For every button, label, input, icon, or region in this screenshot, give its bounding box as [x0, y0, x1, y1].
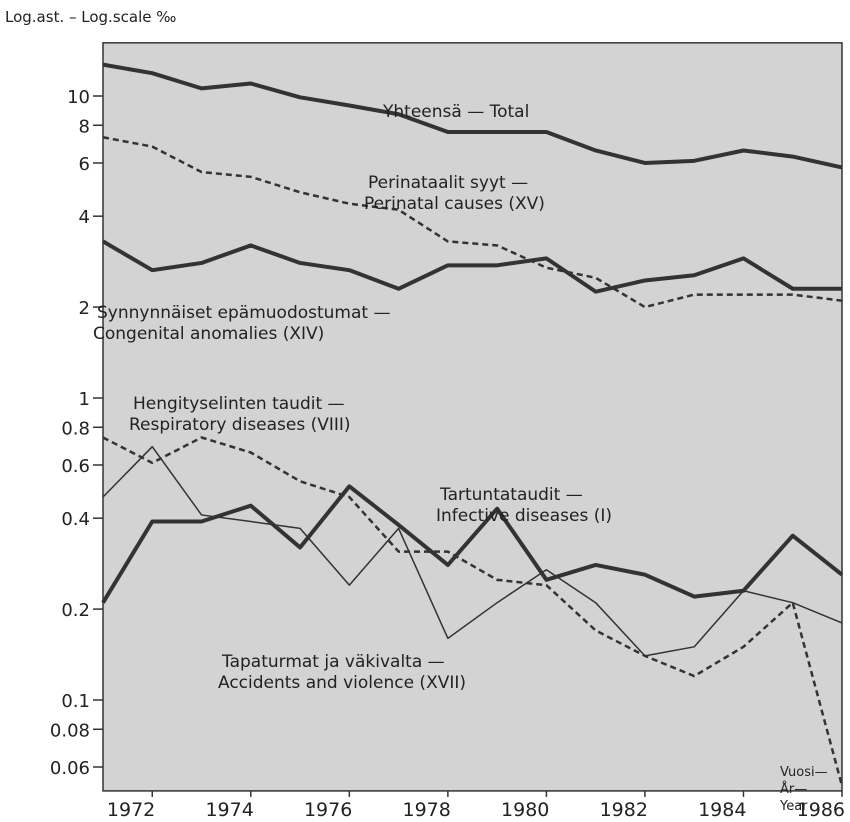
x-tick-label: 1980 [501, 799, 549, 821]
x-tick-label: 1978 [403, 799, 451, 821]
y-tick-label: 8 [79, 116, 90, 137]
y-axis-label: Log.ast. – Log.scale ‰ [5, 8, 176, 26]
series-line [102, 62, 843, 170]
annotation: Respiratory diseases (VIII) [129, 415, 351, 435]
x-tick-label: 1982 [600, 799, 648, 821]
annotation: Perinataalit syyt — [368, 173, 528, 193]
y-tick-label: 6 [79, 154, 90, 175]
series-line [102, 136, 843, 309]
x-axis-label: År— [780, 781, 807, 797]
series-line [101, 484, 844, 604]
annotation: Synnynnäiset epämuodostumat — [97, 303, 390, 323]
y-tick-label: 4 [79, 207, 90, 228]
series-line [102, 436, 844, 787]
annotation: Perinatal causes (XV) [364, 194, 545, 214]
x-tick-label: 1972 [107, 799, 155, 821]
y-tick-label: 0.2 [61, 600, 90, 621]
series-line [102, 445, 843, 657]
annotation: Infective diseases (I) [436, 506, 612, 526]
annotation: Congenital anomalies (XIV) [93, 324, 324, 344]
y-tick-label: 10 [67, 87, 90, 108]
x-tick-label: 1976 [304, 799, 352, 821]
x-axis-label: Vuosi— [780, 765, 828, 780]
x-axis-label: Year [779, 799, 808, 814]
y-tick-label: 0.4 [61, 509, 90, 530]
series-line [101, 239, 842, 294]
x-tick-label: 1974 [205, 799, 253, 821]
y-tick-label: 0.1 [61, 691, 90, 712]
y-tick-label: 0.8 [61, 418, 90, 439]
y-tick-label: 0.6 [61, 456, 90, 477]
y-tick-label: 1 [79, 389, 90, 410]
x-tick-label: 1984 [698, 799, 746, 821]
y-tick-label: 2 [79, 298, 90, 319]
annotation: Tapaturmat ja väkivalta — [221, 652, 445, 672]
y-tick-label: 0.06 [50, 758, 90, 779]
annotation: Yhteensä — Total [382, 102, 529, 122]
annotation: Hengityselinten taudit — [133, 394, 345, 414]
annotation: Accidents and violence (XVII) [218, 673, 466, 693]
annotation: Tartuntataudit — [439, 485, 583, 505]
x-tick-label: 1986 [797, 799, 845, 821]
y-tick-label: 0.08 [50, 720, 90, 741]
plot-area [102, 42, 843, 792]
